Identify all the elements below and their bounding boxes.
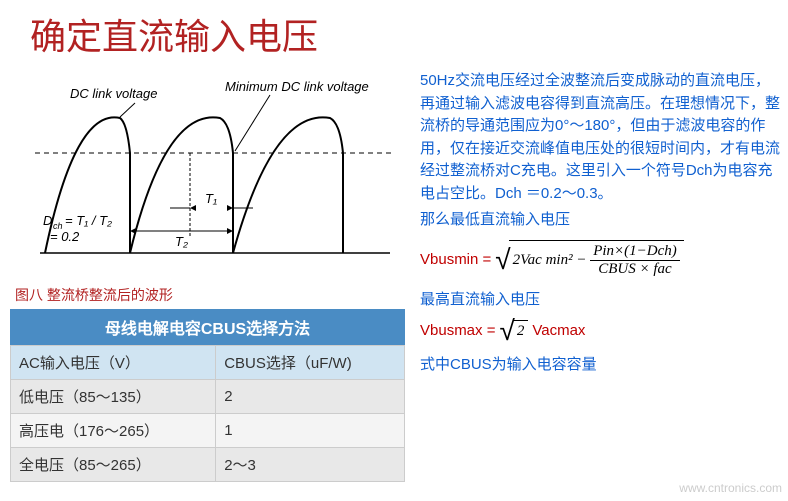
max-voltage-label: 最高直流输入电压	[420, 288, 780, 309]
table-cell: 全电压（85～265）	[11, 448, 216, 482]
table-cell: 1	[216, 414, 405, 448]
svg-text:= 0.2: = 0.2	[50, 229, 80, 244]
cbus-note: 式中CBUS为输入电容容量	[420, 353, 780, 374]
figure-caption: 图八 整流桥整流后的波形	[15, 285, 410, 305]
formula-label: Vbusmin =	[420, 251, 491, 268]
svg-text:DC link voltage: DC link voltage	[70, 86, 157, 101]
waveform-chart: DC link voltage Minimum DC link voltage …	[15, 73, 415, 273]
table-cell: 2	[216, 380, 405, 414]
svg-text:= T₁ / T₂: = T₁ / T₂	[65, 213, 112, 228]
table-cell: 高压电（176～265）	[11, 414, 216, 448]
table-cell: 2～3	[216, 448, 405, 482]
table-header: CBUS选择（uF/W)	[216, 346, 405, 380]
svg-text:D: D	[43, 213, 52, 228]
vbusmax-formula: Vbusmax = √ 2 Vacmax	[420, 317, 780, 345]
cbus-table: AC输入电压（V） CBUS选择（uF/W) 低电压（85～135） 2 高压电…	[10, 345, 405, 482]
table-header: AC输入电压（V）	[11, 346, 216, 380]
formula-denominator: CBUS × fac	[590, 261, 680, 278]
table-cell: 低电压（85～135）	[11, 380, 216, 414]
watermark: www.cntronics.com	[679, 481, 782, 495]
formula-suffix: Vacmax	[532, 322, 585, 339]
min-voltage-label: 那么最低直流输入电压	[420, 209, 780, 232]
svg-text:Minimum DC link voltage: Minimum DC link voltage	[225, 79, 369, 94]
formula-term: 2Vac min²	[513, 251, 573, 267]
formula-term: 2	[513, 320, 529, 342]
formula-label: Vbusmax =	[420, 322, 495, 339]
description-paragraph: 50Hz交流电压经过全波整流后变成脉动的直流电压，再通过输入滤波电容得到直流高压…	[420, 70, 780, 205]
page-title: 确定直流输入电压	[0, 0, 788, 68]
svg-text:T₂: T₂	[175, 234, 188, 249]
formula-numerator: Pin×(1−Dch)	[590, 243, 680, 261]
table-title: 母线电解电容CBUS选择方法	[10, 309, 405, 345]
svg-text:T₁: T₁	[205, 191, 217, 206]
vbusmin-formula: Vbusmin = √ 2Vac min² − Pin×(1−Dch) CBUS…	[420, 240, 780, 280]
